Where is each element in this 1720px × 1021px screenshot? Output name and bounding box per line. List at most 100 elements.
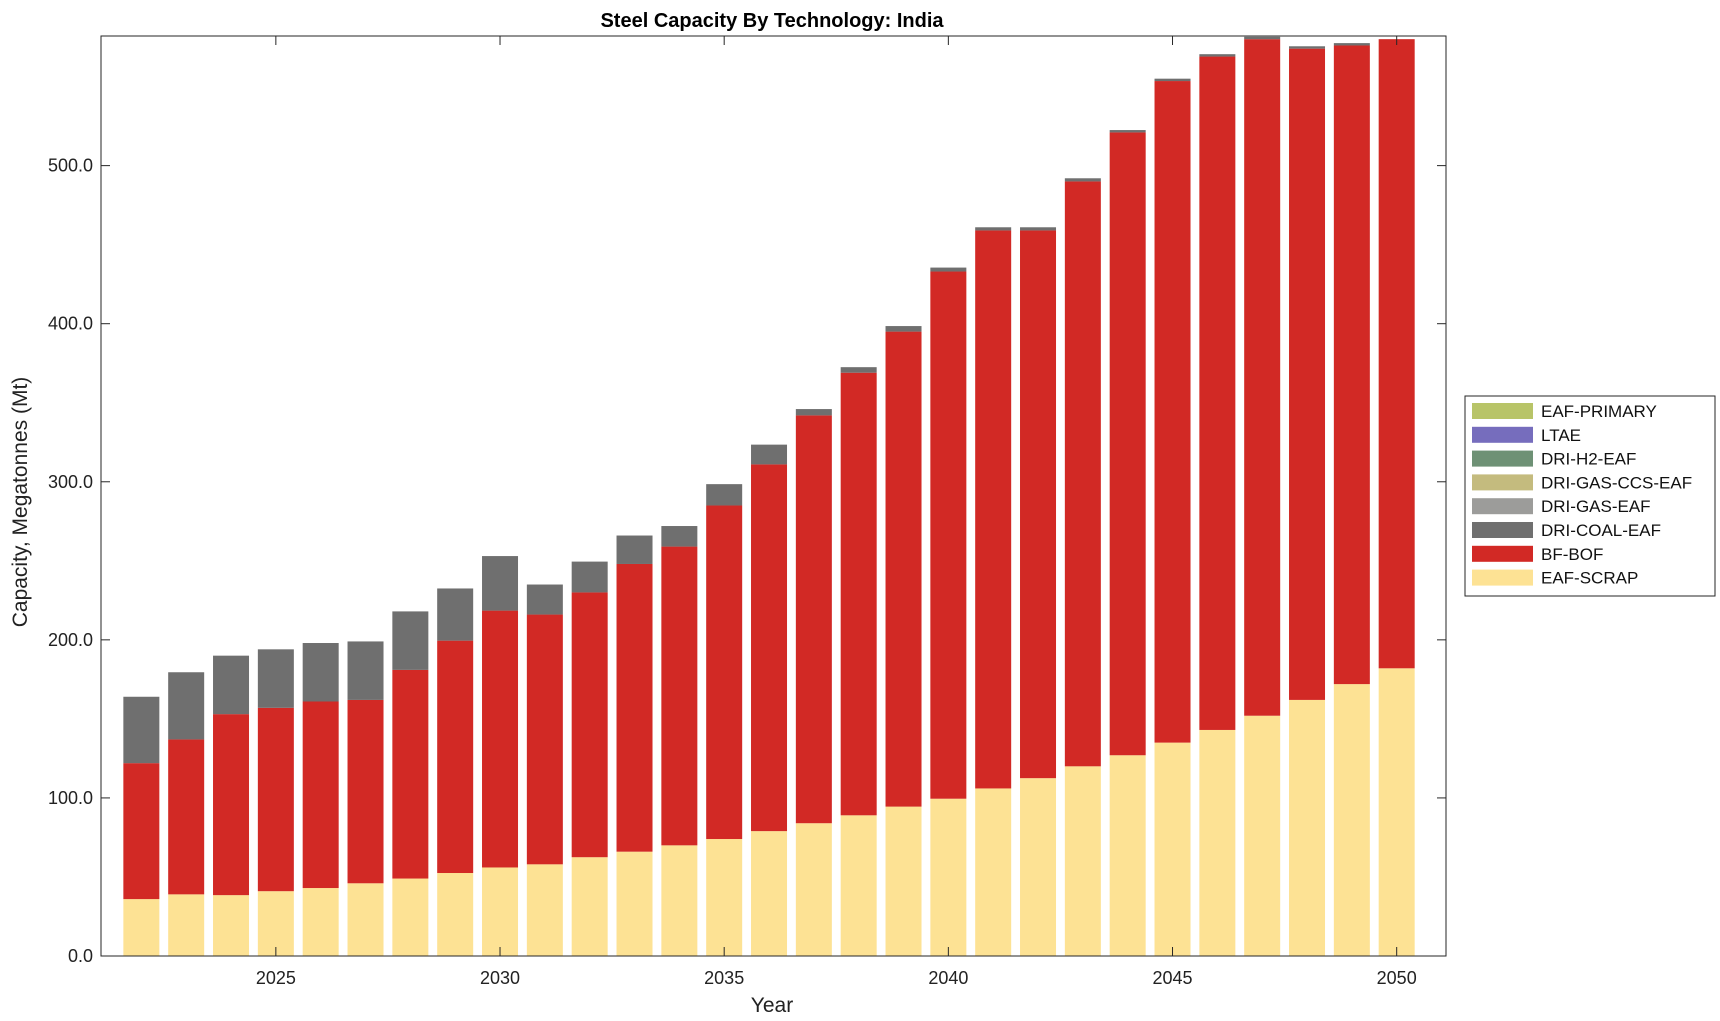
bar-segment-dri-coal-eaf-2034 — [661, 526, 698, 547]
legend-swatch-ltae — [1472, 426, 1533, 443]
legend-swatch-eaf-primary — [1472, 403, 1533, 419]
bar-segment-bf-bof-2045 — [1154, 81, 1191, 743]
bar-segment-eaf-scrap-2040 — [930, 798, 967, 956]
bar-segment-bf-bof-2042 — [1020, 230, 1057, 779]
x-tick-label: 2030 — [480, 968, 520, 988]
bar-segment-eaf-scrap-2041 — [975, 788, 1012, 956]
x-tick-labels: 2025 2030 2035 2040 2045 2050 — [256, 968, 1417, 988]
bar-segment-eaf-scrap-2036 — [751, 831, 788, 956]
legend-swatch-dri-coal-eaf — [1472, 522, 1533, 538]
legend-label-ltae: LTAE — [1541, 426, 1581, 445]
legend-swatch-bf-bof — [1472, 545, 1533, 562]
legend-swatch-dri-gas-eaf — [1472, 498, 1533, 515]
bar-segment-bf-bof-2039 — [885, 331, 922, 807]
bar-segment-bf-bof-2037 — [795, 415, 832, 824]
x-tick-label: 2040 — [928, 968, 968, 988]
bar-segment-eaf-scrap-2026 — [302, 888, 339, 956]
bar-segment-eaf-scrap-2038 — [840, 815, 877, 956]
bar-segment-eaf-scrap-2044 — [1109, 755, 1146, 956]
bar-segment-eaf-scrap-2032 — [571, 857, 608, 956]
bar-segment-bf-bof-2034 — [661, 546, 698, 846]
bar-segment-eaf-scrap-2027 — [347, 883, 384, 956]
y-tick-labels: 0.0 100.0 200.0 300.0 400.0 500.0 — [48, 156, 93, 966]
legend-item-eaf-scrap: EAF-SCRAP — [1472, 569, 1638, 588]
bar-segment-eaf-scrap-2045 — [1154, 742, 1191, 956]
bar-segment-eaf-scrap-2043 — [1064, 766, 1101, 956]
legend-swatch-dri-gas-ccs-eaf — [1472, 474, 1533, 491]
bar-segment-eaf-scrap-2022 — [123, 899, 160, 956]
bar-segment-eaf-scrap-2034 — [661, 845, 698, 956]
bar-segment-dri-coal-eaf-2022 — [123, 696, 160, 764]
x-tick-label: 2035 — [704, 968, 744, 988]
bar-segment-dri-coal-eaf-2046 — [1199, 54, 1236, 57]
bar-segment-dri-coal-eaf-2029 — [437, 588, 474, 641]
bar-segment-bf-bof-2043 — [1064, 181, 1101, 767]
legend-label-dri-coal-eaf: DRI-COAL-EAF — [1541, 521, 1661, 540]
bar-segment-bf-bof-2041 — [975, 230, 1012, 789]
bar-segment-eaf-scrap-2030 — [482, 867, 519, 956]
bar-segment-bf-bof-2046 — [1199, 56, 1236, 730]
bar-segment-bf-bof-2029 — [437, 640, 474, 874]
bar-segment-eaf-scrap-2049 — [1333, 684, 1370, 956]
bar-segment-eaf-scrap-2029 — [437, 873, 474, 956]
plot-area — [100, 35, 1447, 957]
bar-segment-dri-coal-eaf-2028 — [392, 611, 429, 670]
bar-segment-dri-coal-eaf-2037 — [795, 409, 832, 416]
bar-segment-bf-bof-2033 — [616, 563, 653, 852]
bar-segment-dri-coal-eaf-2031 — [526, 584, 563, 615]
legend-item-dri-gas-eaf: DRI-GAS-EAF — [1472, 497, 1651, 516]
bar-segment-dri-coal-eaf-2040 — [930, 267, 967, 272]
bar-segment-bf-bof-2028 — [392, 669, 429, 879]
legend-label-eaf-primary: EAF-PRIMARY — [1541, 402, 1657, 421]
bar-segment-bf-bof-2035 — [706, 505, 743, 840]
bar-segment-dri-coal-eaf-2047 — [1244, 36, 1281, 40]
bar-segment-dri-coal-eaf-2035 — [706, 484, 743, 506]
y-tick-label: 0.0 — [68, 946, 93, 966]
bar-segment-dri-coal-eaf-2024 — [213, 655, 250, 715]
legend-item-dri-gas-ccs-eaf: DRI-GAS-CCS-EAF — [1472, 473, 1692, 492]
bar-segment-eaf-scrap-2023 — [168, 894, 205, 956]
bar-segment-eaf-scrap-2047 — [1244, 715, 1281, 956]
y-tick-label: 300.0 — [48, 472, 93, 492]
bar-segment-bf-bof-2026 — [302, 701, 339, 889]
bar-segment-bf-bof-2044 — [1109, 132, 1146, 756]
x-tick-label: 2045 — [1152, 968, 1192, 988]
bar-segment-eaf-scrap-2025 — [257, 891, 294, 956]
bar-segment-eaf-scrap-2035 — [706, 839, 743, 956]
bar-segment-bf-bof-2022 — [123, 763, 160, 900]
bar-segment-eaf-scrap-2042 — [1020, 778, 1057, 956]
bar-segment-dri-coal-eaf-2027 — [347, 641, 384, 700]
chart-title: Steel Capacity By Technology: India — [600, 10, 944, 32]
bar-segment-bf-bof-2031 — [526, 614, 563, 865]
bar-segment-dri-coal-eaf-2042 — [1020, 227, 1057, 231]
bar-segment-bf-bof-2030 — [482, 610, 519, 868]
legend-item-dri-h2-eaf: DRI-H2-EAF — [1472, 450, 1636, 469]
legend-box — [1464, 395, 1716, 597]
x-tick-label: 2025 — [256, 968, 296, 988]
y-tick-label: 200.0 — [48, 630, 93, 650]
legend: EAF-PRIMARY LTAE DRI-H2-EAF DRI-GAS-CCS-EAF… — [1464, 395, 1716, 597]
bar-segment-bf-bof-2036 — [751, 464, 788, 832]
bar-segment-dri-coal-eaf-2030 — [482, 556, 519, 611]
legend-item-ltae: LTAE — [1472, 426, 1581, 445]
bar-segment-eaf-scrap-2024 — [213, 895, 250, 956]
x-tick-label: 2050 — [1377, 968, 1417, 988]
bar-segment-eaf-scrap-2031 — [526, 864, 563, 956]
bar-segment-dri-coal-eaf-2044 — [1109, 130, 1146, 133]
bar-segment-bf-bof-2047 — [1244, 39, 1281, 716]
bar-segment-bf-bof-2027 — [347, 699, 384, 884]
bar-segment-dri-coal-eaf-2041 — [975, 227, 1012, 231]
legend-label-bf-bof: BF-BOF — [1541, 545, 1603, 564]
legend-label-dri-gas-eaf: DRI-GAS-EAF — [1541, 497, 1651, 516]
bar-segment-dri-coal-eaf-2036 — [751, 444, 788, 465]
bars-group — [123, 36, 1415, 956]
legend-swatch-dri-h2-eaf — [1472, 450, 1533, 467]
bar-segment-eaf-scrap-2039 — [885, 806, 922, 956]
bar-segment-bf-bof-2049 — [1333, 45, 1370, 685]
bar-segment-bf-bof-2024 — [213, 714, 250, 896]
axes-frame — [100, 35, 1447, 957]
bar-segment-dri-coal-eaf-2033 — [616, 535, 653, 564]
legend-item-eaf-primary: EAF-PRIMARY — [1472, 402, 1657, 421]
bar-segment-bf-bof-2040 — [930, 271, 967, 799]
